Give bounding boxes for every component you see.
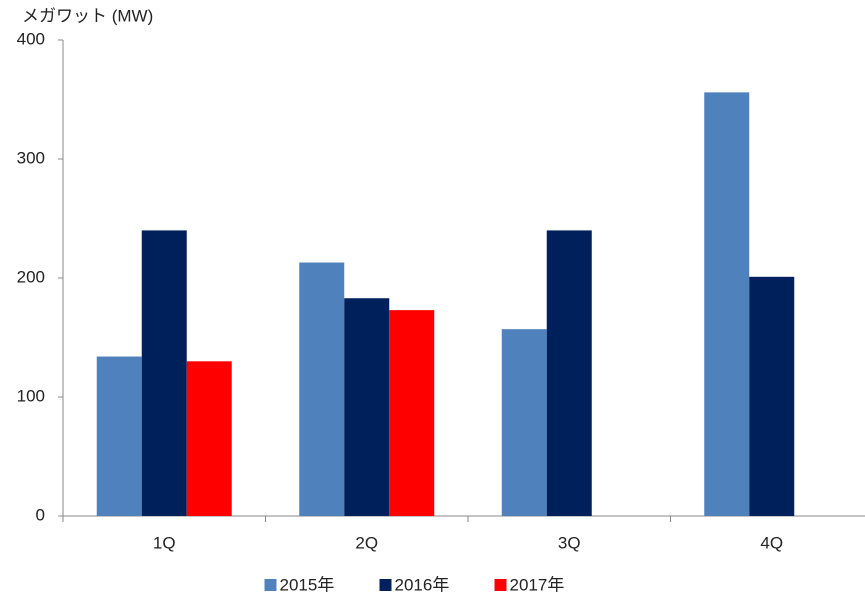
bar: [704, 92, 750, 517]
bar: [546, 230, 592, 516]
legend-label: 2015年: [280, 575, 335, 594]
y-tick-label: 0: [36, 505, 45, 524]
bar: [389, 310, 435, 516]
bar: [141, 230, 187, 516]
legend-swatch: [494, 579, 507, 591]
bar: [299, 262, 345, 516]
bar: [749, 276, 795, 516]
bar: [501, 329, 547, 516]
bar: [96, 356, 142, 516]
legend-label: 2017年: [510, 575, 565, 594]
legend-label: 2016年: [395, 575, 450, 594]
y-tick-label: 200: [17, 267, 45, 286]
x-tick-label: 3Q: [558, 533, 581, 552]
y-axis-label: メガワット (MW): [22, 6, 153, 25]
x-tick-label: 2Q: [355, 533, 378, 552]
y-tick-label: 100: [17, 386, 45, 405]
y-tick-label: 400: [17, 29, 45, 48]
bar: [344, 298, 390, 516]
bar: [186, 361, 232, 516]
legend-swatch: [379, 579, 392, 591]
legend-swatch: [264, 579, 277, 591]
x-tick-label: 1Q: [153, 533, 176, 552]
x-tick-label: 4Q: [760, 533, 783, 552]
y-tick-label: 300: [17, 148, 45, 167]
